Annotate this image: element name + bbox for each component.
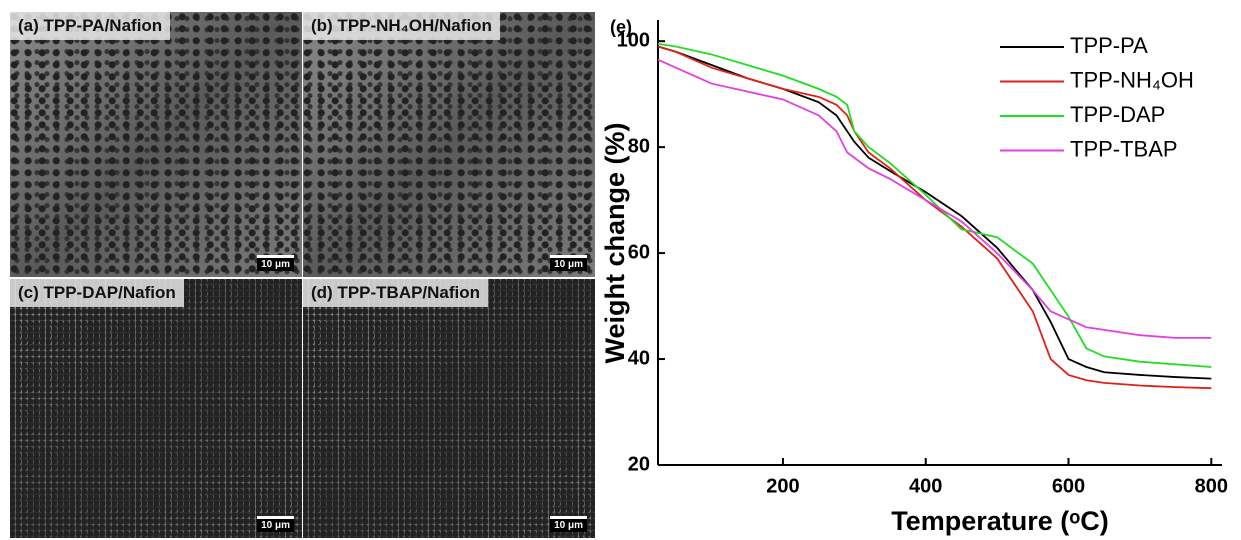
chart: (e) Temperature (ᵒC) Weight change (%) 2… xyxy=(0,0,1241,540)
x-tick-label: 200 xyxy=(766,475,799,497)
x-tick-label: 600 xyxy=(1052,475,1085,497)
y-axis-label: Weight change (%) xyxy=(600,122,630,363)
y-tick-label: 20 xyxy=(628,453,650,475)
data-line xyxy=(658,46,1211,388)
x-tick-label: 400 xyxy=(909,475,942,497)
y-tick-label: 80 xyxy=(628,135,650,157)
legend-label: TPP-DAP xyxy=(1070,102,1165,127)
data-line xyxy=(658,46,1211,378)
legend-label: TPP-TBAP xyxy=(1070,136,1178,161)
y-tick-label: 60 xyxy=(628,241,650,263)
figure: (a) TPP-PA/Nafion 10 μm (b) TPP-NH₄OH/Na… xyxy=(0,0,1241,540)
legend-label: TPP-NH₄OH xyxy=(1070,67,1194,92)
legend-label: TPP-PA xyxy=(1070,33,1148,58)
x-tick-label: 800 xyxy=(1195,475,1228,497)
x-axis-label: Temperature (ᵒC) xyxy=(891,506,1109,536)
y-tick-label: 40 xyxy=(628,347,650,369)
y-tick-label: 100 xyxy=(617,29,650,51)
